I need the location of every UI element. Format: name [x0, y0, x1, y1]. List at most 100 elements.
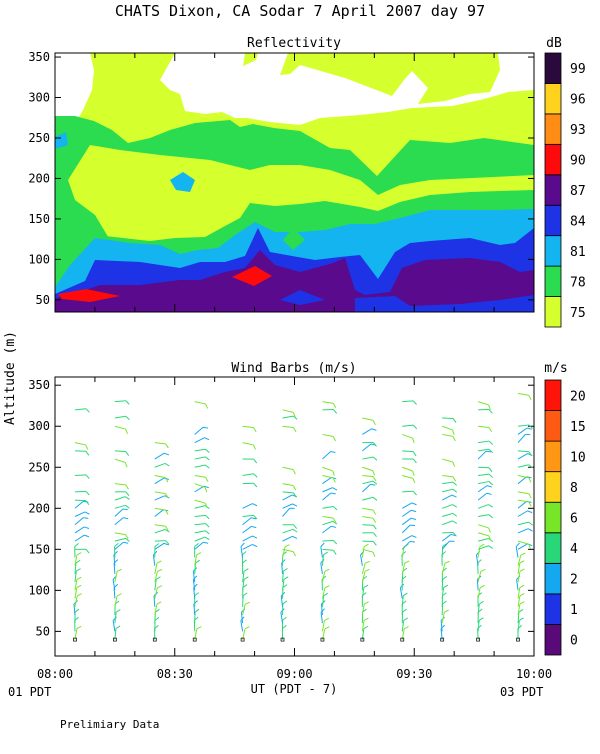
wind-barb-flag: [413, 478, 415, 483]
wind-barb-flag: [489, 482, 493, 485]
wind-barb-flag: [253, 445, 255, 449]
wind-barb-flag: [373, 510, 375, 514]
wind-barb: [195, 537, 205, 541]
wind-barb: [402, 451, 413, 452]
wind-barb: [478, 467, 489, 468]
wind-barb: [518, 451, 529, 452]
wind-barb: [442, 541, 449, 549]
refl-colorbar-label: 90: [570, 154, 586, 169]
wind-barb-flag: [364, 544, 368, 546]
wind-barb: [155, 463, 165, 467]
wind-barb: [322, 521, 332, 524]
wind-ytick-label: 300: [28, 419, 50, 433]
wind-barb-flag: [117, 569, 121, 571]
wind-barb-flag: [86, 445, 88, 449]
wind-barb: [243, 426, 254, 427]
wind-barb-flag: [333, 471, 335, 476]
wind-barb: [243, 504, 253, 509]
wind-barb: [155, 525, 166, 527]
wind-barb: [518, 522, 529, 525]
refl-colorbar-swatch: [545, 297, 561, 327]
wind-barb-flag: [86, 501, 89, 505]
wind-barb: [322, 475, 333, 477]
wind-barb: [442, 521, 452, 525]
wind-colorbar-label: 10: [570, 450, 586, 465]
wind-barb-flag: [521, 553, 526, 555]
wind-barb: [155, 492, 166, 494]
wind-barb: [155, 475, 166, 477]
shared-y-axis-label: Altitude (m): [3, 331, 18, 425]
wind-barb-flag: [325, 586, 330, 588]
wind-barb: [402, 467, 412, 471]
wind-barb: [442, 459, 453, 462]
wind-barb: [518, 544, 528, 550]
wind-barb: [362, 484, 370, 491]
wind-barb: [518, 501, 527, 508]
wind-ytick-label: 250: [28, 460, 50, 474]
wind-barb-flag: [282, 617, 286, 620]
wind-colorbar-label: 4: [570, 542, 578, 557]
wind-barb-flag: [86, 409, 89, 413]
wind-barb-flag: [75, 609, 79, 612]
wind-barb: [322, 540, 333, 541]
wind-barb: [478, 482, 489, 484]
wind-barb: [283, 492, 294, 493]
refl-colorbar-label: 87: [570, 184, 586, 199]
wind-barb-flag: [520, 593, 524, 595]
wind-barb-flag: [365, 561, 370, 563]
wind-barb: [75, 443, 86, 445]
wind-barb: [283, 536, 293, 541]
wind-barb: [518, 529, 528, 533]
wind-barb: [322, 402, 333, 404]
wind-barb-flag: [412, 503, 417, 505]
wind-barb: [115, 509, 123, 517]
wind-barb-flag: [197, 553, 201, 555]
wind-barb: [516, 547, 518, 558]
wind-barb: [402, 401, 413, 402]
wind-barb-flag: [116, 610, 120, 613]
wind-barb-flag: [244, 577, 248, 580]
wind-barb: [362, 444, 371, 451]
wind-barb-flag: [480, 585, 484, 587]
wind-barb: [195, 475, 206, 477]
wind-barb-flag: [196, 560, 200, 563]
wind-colorbar-swatch: [545, 380, 561, 411]
wind-barb-flag: [77, 577, 81, 579]
wind-barb-flag: [245, 602, 250, 604]
wind-barb: [322, 506, 333, 508]
wind-barb-flag: [324, 618, 328, 620]
wind-barb-flag: [333, 403, 335, 407]
wind-colorbar-swatch: [545, 563, 561, 594]
wind-barb: [243, 443, 254, 445]
right-local-time: 03 PDT: [500, 685, 543, 699]
wind-barb-flag: [373, 477, 376, 481]
wind-barb: [322, 488, 332, 492]
wind-ytick-label: 200: [28, 501, 50, 515]
wind-barb-flag: [126, 485, 129, 489]
wind-barb-flag: [243, 560, 247, 563]
wind-barb: [402, 510, 411, 516]
wind-barb-flag: [166, 444, 169, 448]
wind-barb-flag: [453, 521, 457, 524]
wind-barb-flag: [364, 602, 368, 604]
wind-barb: [518, 434, 525, 442]
wind-ytick-label: 100: [28, 583, 50, 597]
wind-barb: [75, 475, 86, 476]
wind-barb: [442, 513, 453, 516]
wind-colorbar-swatch: [545, 411, 561, 442]
refl-colorbar-label: 99: [570, 62, 586, 77]
wind-barb-flag: [125, 505, 129, 508]
wind-barb: [115, 518, 123, 525]
wind-barb-flag: [443, 576, 447, 579]
wind-barb: [243, 515, 254, 516]
wind-barb-flag: [157, 586, 162, 588]
wind-barb-flag: [195, 609, 199, 612]
wind-barb: [195, 500, 206, 503]
wind-barb-flag: [479, 601, 483, 604]
wind-barb-flag: [373, 497, 377, 500]
wind-barb-flag: [529, 522, 533, 525]
